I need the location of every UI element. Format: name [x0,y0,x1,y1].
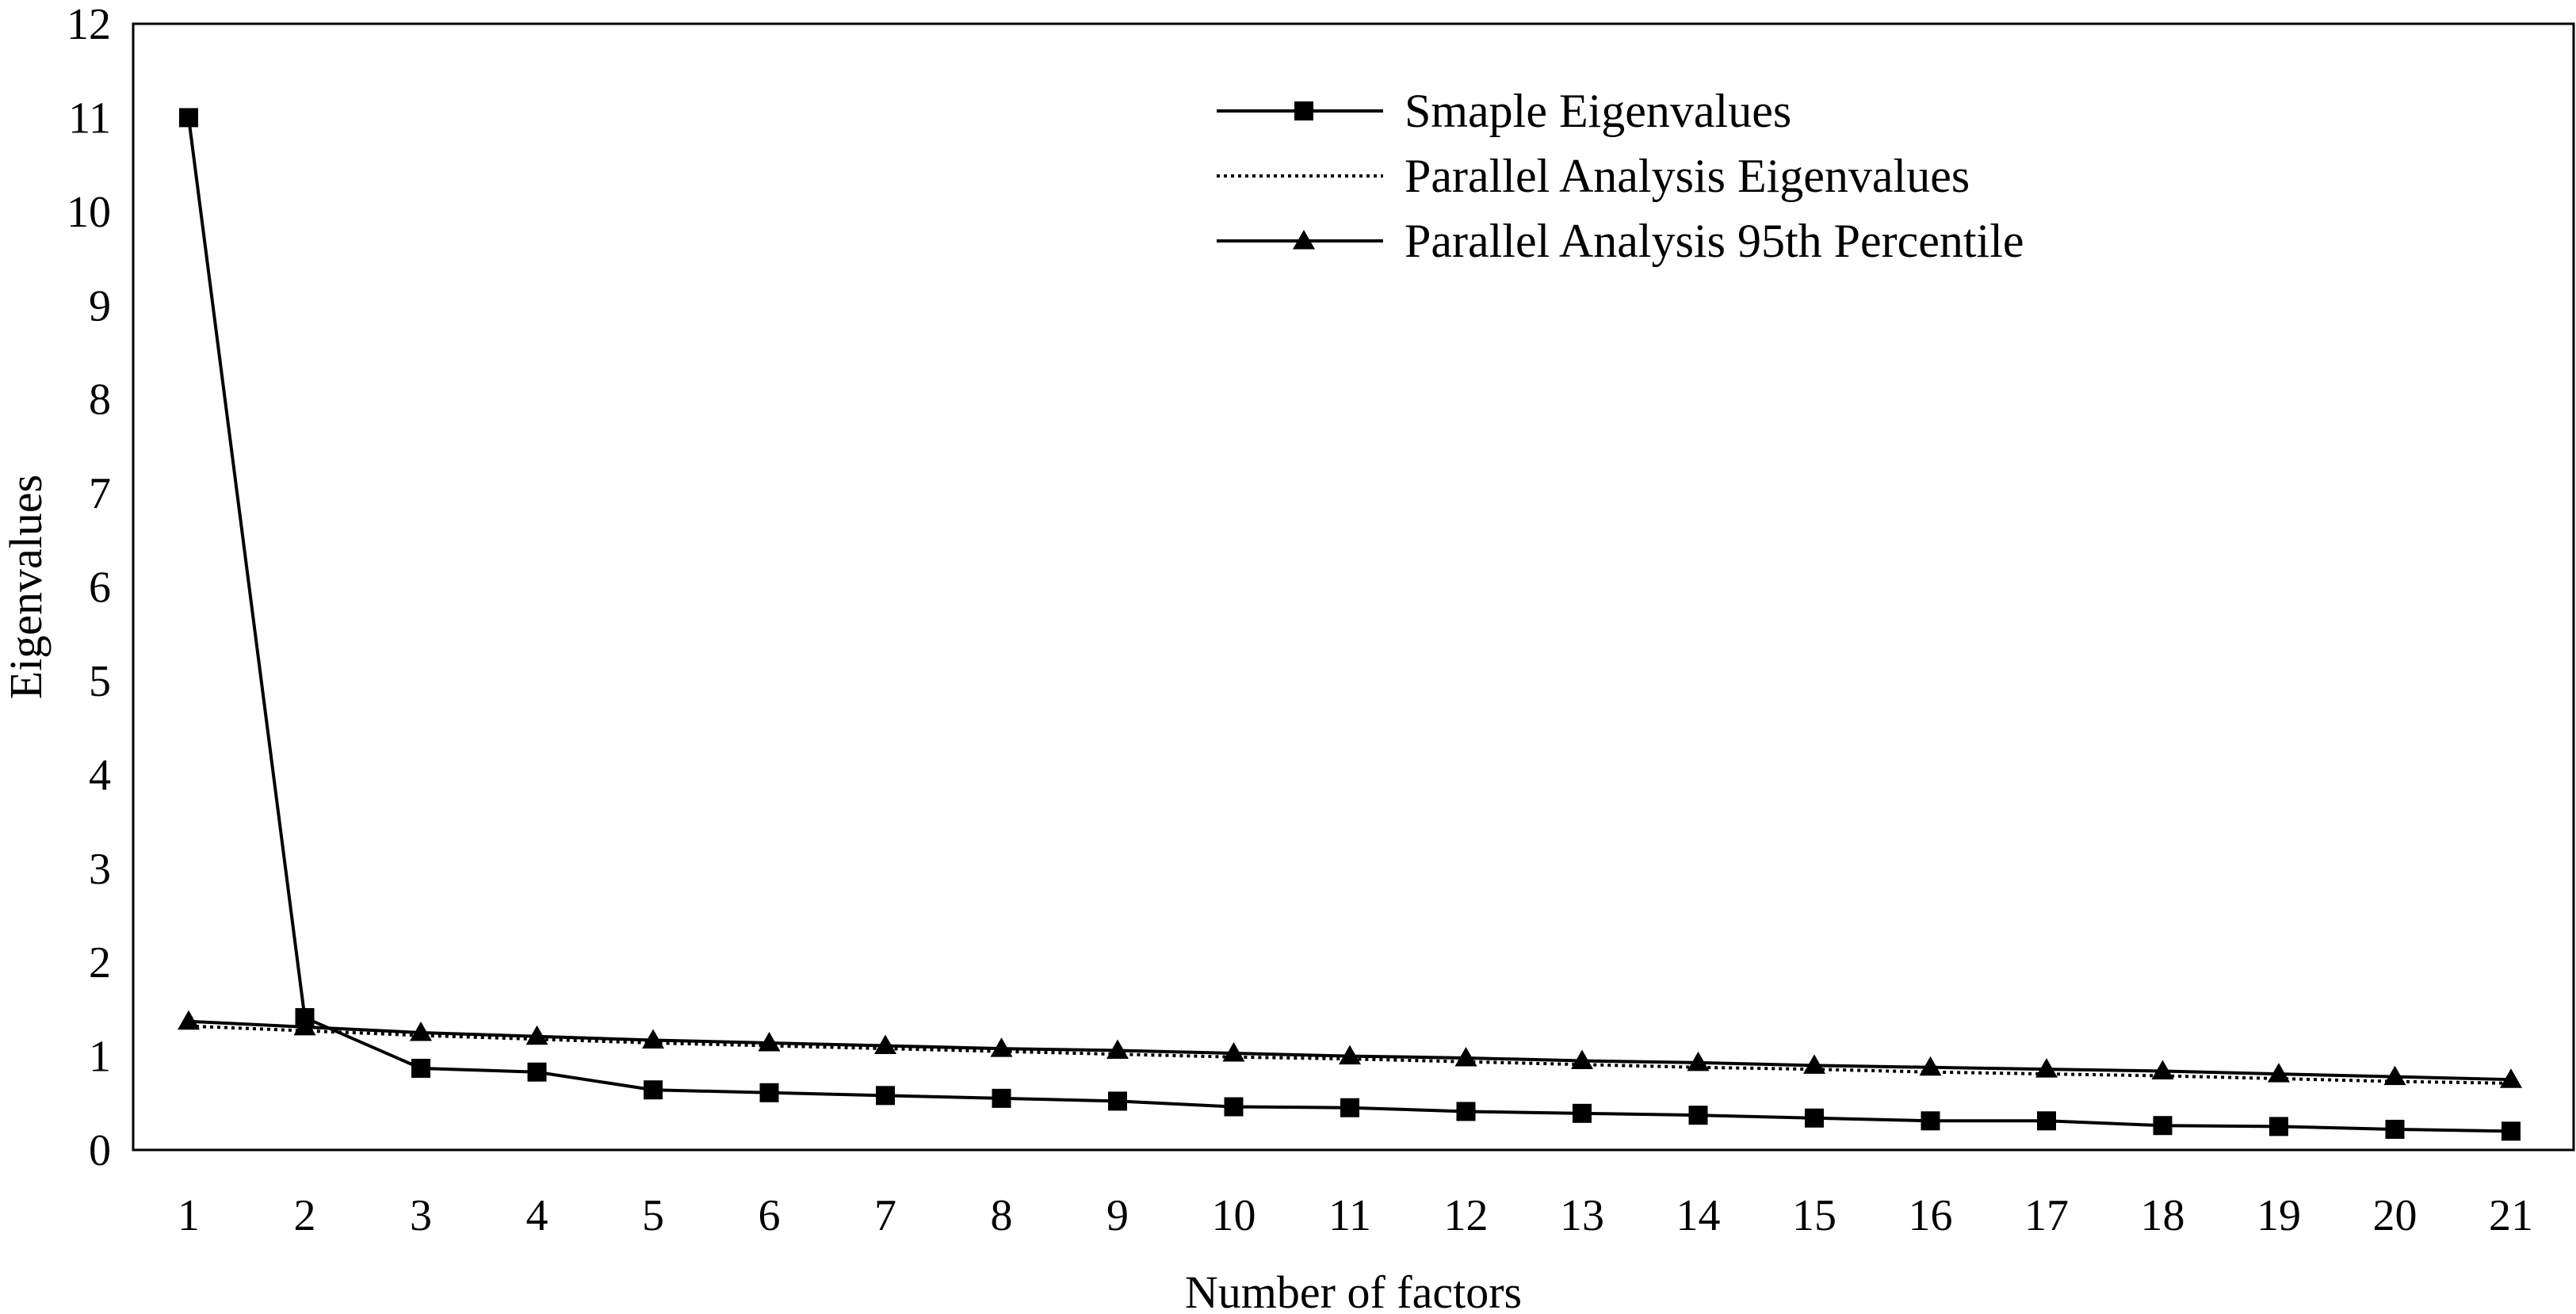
data-point-square [1921,1111,1940,1131]
x-tick-label: 1 [178,1191,200,1240]
data-point-square [2269,1117,2288,1136]
x-tick-label: 20 [2373,1191,2417,1240]
x-tick-label: 21 [2489,1191,2533,1240]
y-tick-label: 2 [89,938,111,987]
x-tick-label: 9 [1106,1191,1129,1240]
series-line [188,1024,2512,1085]
y-axis-title: Eigenvalues [0,475,52,699]
y-tick-label: 5 [89,657,111,706]
data-point-square [411,1058,430,1078]
data-point-triangle [2383,1065,2406,1086]
data-point-square [527,1062,547,1082]
data-point-triangle [642,1029,664,1049]
x-tick-label: 12 [1444,1191,1489,1240]
x-tick-label: 3 [410,1191,432,1240]
data-point-square [759,1083,779,1102]
series-3 [178,1010,2522,1088]
x-axis: 1 2 3 4 5 6 7 8 9 10 11 12 13 14 15 16 17 18 19 20 21 [178,1191,2533,1240]
data-point-square [1224,1097,1244,1117]
plot-frame [132,22,2575,1152]
x-tick-label: 18 [2141,1191,2185,1240]
x-tick-label: 17 [2024,1191,2069,1240]
data-point-square [1108,1091,1127,1111]
series-group [178,108,2522,1141]
data-point-triangle [1339,1045,1361,1065]
x-axis-title: Number of factors [1185,1266,1522,1314]
data-point-square [1805,1108,1824,1128]
legend-label: Smaple Eigenvalues [1405,85,1791,137]
data-point-triangle [874,1034,896,1055]
legend-item: Smaple Eigenvalues [1217,85,1791,137]
data-point-triangle [2035,1058,2058,1078]
x-tick-label: 11 [1328,1191,1371,1240]
data-point-triangle [2151,1060,2174,1080]
y-tick-label: 6 [89,563,111,613]
legend-marker-square [1294,101,1313,120]
y-tick-label: 9 [89,281,111,330]
data-point-triangle [758,1032,781,1052]
x-tick-label: 8 [991,1191,1013,1240]
data-point-triangle [2500,1068,2522,1088]
y-tick-label: 0 [89,1126,111,1175]
data-point-square [876,1086,895,1106]
y-tick-label: 3 [89,845,111,894]
y-tick-label: 4 [89,751,111,800]
data-point-triangle [1106,1039,1129,1059]
data-point-square [2501,1121,2521,1141]
data-point-triangle [526,1025,548,1045]
legend-item: Parallel Analysis Eigenvalues [1217,150,1970,202]
data-point-triangle [1919,1056,1942,1076]
legend-item: Parallel Analysis 95th Percentile [1217,215,2024,267]
data-point-triangle [1571,1049,1593,1070]
data-point-square [644,1080,663,1100]
x-tick-label: 4 [526,1191,548,1240]
series-2 [188,1024,2512,1085]
y-tick-label: 10 [67,188,111,237]
plot-area [132,22,2575,1152]
data-point-square [2153,1116,2173,1136]
data-point-triangle [410,1021,432,1041]
data-point-square [1456,1102,1476,1121]
x-tick-label: 15 [1792,1191,1836,1240]
x-tick-label: 7 [874,1191,896,1240]
data-point-triangle [178,1010,200,1030]
data-point-square [992,1088,1011,1108]
x-tick-label: 2 [294,1191,316,1240]
y-tick-label: 7 [89,469,111,518]
data-point-triangle [1454,1046,1477,1067]
legend-marker-triangle [1293,230,1315,250]
data-point-triangle [990,1037,1013,1057]
data-point-triangle [1222,1042,1245,1062]
x-tick-label: 5 [642,1191,664,1240]
data-point-triangle [1803,1054,1825,1074]
x-tick-label: 13 [1560,1191,1604,1240]
data-point-triangle [2268,1063,2290,1083]
series-1 [179,108,2521,1141]
data-point-square [295,1008,315,1028]
data-point-square [179,108,198,128]
y-tick-label: 12 [67,0,111,49]
x-tick-label: 16 [1909,1191,1953,1240]
legend-label: Parallel Analysis 95th Percentile [1405,215,2024,267]
y-tick-label: 8 [89,376,111,425]
data-point-square [1688,1106,1708,1125]
data-point-square [1573,1103,1592,1123]
x-tick-label: 19 [2257,1191,2301,1240]
data-point-square [1340,1098,1359,1117]
x-tick-label: 6 [759,1191,781,1240]
legend-label: Parallel Analysis Eigenvalues [1405,150,1970,202]
legend: Smaple Eigenvalues Parallel Analysis Eige… [1217,85,2024,267]
data-point-square [2037,1111,2056,1131]
series-line [187,117,2512,1133]
x-tick-label: 14 [1676,1191,1721,1240]
y-tick-label: 11 [68,94,111,143]
data-point-triangle [1687,1051,1710,1071]
x-tick-label: 10 [1212,1191,1256,1240]
y-tick-label: 1 [89,1033,111,1082]
data-point-square [2385,1119,2405,1139]
